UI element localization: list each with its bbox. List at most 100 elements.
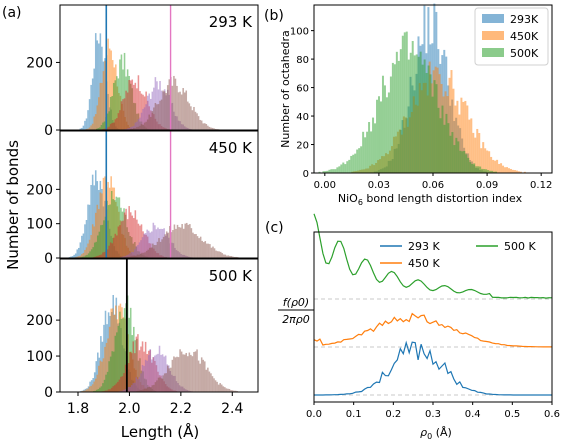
histogram-bar-brown: [173, 75, 175, 130]
histogram-bar-orange: [102, 177, 105, 258]
histogram-bar-orange: [484, 148, 487, 173]
y-tick-label: 200: [26, 55, 53, 71]
histogram-bar-blue: [88, 204, 91, 258]
histogram-bar-green: [122, 318, 124, 392]
histogram-bar-green: [93, 242, 96, 258]
histogram-bar-green: [84, 255, 87, 258]
histogram-bar-green: [451, 132, 454, 173]
histogram-bar-purple: [151, 91, 154, 130]
histogram-bar-purple: [144, 359, 147, 392]
x-tick-label: 0.4: [465, 409, 481, 420]
histogram-bar-blue: [98, 43, 100, 131]
histogram-bar-green: [116, 332, 118, 392]
histogram-bar-green: [96, 389, 98, 392]
histogram-bar-red: [129, 80, 132, 130]
histogram-bar-brown: [202, 242, 205, 258]
histogram-bar-red: [115, 383, 118, 392]
legend-swatch-orange: [482, 31, 504, 40]
histogram-bar-blue: [90, 185, 92, 258]
histogram-bar-green: [120, 318, 123, 392]
histogram-bar-brown: [158, 238, 160, 258]
histogram-bar-red: [123, 373, 125, 392]
histogram-bar-green: [493, 171, 496, 173]
histogram-bar-purple: [126, 128, 129, 130]
histogram-bar-brown: [204, 123, 206, 130]
histogram-bar-purple: [155, 229, 158, 258]
panel-a-xlabel: Length (Å): [121, 422, 199, 441]
histogram-bar-red: [132, 341, 135, 392]
histogram-bar-red: [119, 225, 121, 258]
histogram-bar-purple: [141, 237, 144, 258]
histogram-bar-brown: [136, 254, 139, 258]
histogram-bar-red: [133, 218, 135, 258]
y-tick-label: 0: [44, 385, 53, 401]
histogram-bar-brown: [174, 78, 177, 130]
panel-c-ylabel-denominator: 2πρ0: [282, 313, 310, 326]
histogram-bar-red: [106, 127, 109, 130]
histogram-bar-brown: [163, 373, 166, 392]
histogram-bar-orange: [105, 342, 108, 392]
histogram-bar-green: [96, 128, 98, 130]
histogram-bar-red: [102, 252, 104, 258]
y-tick-label: 0: [44, 251, 53, 267]
histogram-bar-purple: [136, 121, 138, 130]
histogram-bar-green: [475, 166, 478, 173]
histogram-bar-brown: [233, 390, 235, 392]
histogram-bar-orange: [91, 224, 94, 258]
histogram-bar-brown: [139, 253, 142, 258]
histogram-bar-orange: [94, 114, 97, 130]
histogram-bar-blue: [84, 224, 86, 258]
x-tick-label: 0.0: [306, 409, 322, 420]
histogram-bar-red: [100, 254, 103, 258]
histogram-bar-orange: [110, 50, 112, 131]
histogram-bar-red: [112, 237, 115, 258]
histogram-bar-green: [423, 59, 426, 174]
histogram-bar-green: [358, 148, 361, 173]
histogram-bar-purple: [130, 251, 133, 258]
histogram-bar-orange: [468, 119, 471, 173]
histogram-bar-red: [134, 353, 136, 392]
histogram-bar-red: [108, 245, 110, 258]
histogram-bar-green: [364, 137, 367, 173]
histogram-bar-orange: [492, 159, 495, 173]
histogram-bar-brown: [151, 111, 154, 130]
histogram-bar-green: [485, 169, 488, 173]
histogram-bar-green: [391, 62, 394, 174]
histogram-bar-brown: [176, 224, 179, 258]
histogram-bar-blue: [93, 185, 95, 258]
histogram-bar-brown: [196, 113, 198, 130]
histogram-bar-orange: [108, 326, 111, 392]
histogram-bar-green: [491, 170, 494, 173]
histogram-bar-blue: [97, 352, 99, 392]
histogram-bar-brown: [179, 349, 181, 392]
histogram-bar-brown: [133, 128, 135, 130]
histogram-bar-orange: [500, 163, 503, 173]
histogram-bar-green: [99, 127, 101, 130]
histogram-bar-green: [129, 307, 132, 392]
histogram-bar-green: [119, 59, 121, 131]
histogram-bar-green: [108, 361, 110, 392]
histogram-bar-brown: [186, 222, 188, 258]
histogram-bar-purple: [121, 390, 124, 392]
histogram-bar-green: [354, 153, 357, 173]
panel-c-plot: 0.0 0.1 0.2 0.3 0.4 0.5 0.6: [306, 213, 560, 420]
histogram-bar-red: [122, 99, 124, 130]
histogram-bar-brown: [156, 380, 158, 392]
histogram-bar-green: [105, 374, 107, 392]
histogram-bar-green: [123, 308, 126, 392]
histogram-bar-blue: [85, 220, 88, 258]
histogram-bar-orange: [462, 101, 465, 173]
histogram-bar-orange: [87, 388, 89, 392]
histogram-bar-brown: [142, 389, 144, 392]
histogram-bar-red: [104, 390, 107, 392]
histogram-bar-red: [140, 346, 142, 392]
histogram-bar-purple: [135, 246, 138, 258]
histogram-bar-green: [106, 371, 109, 392]
histogram-panel-293k: 293 K 0 200: [26, 4, 259, 139]
histogram-bar-green: [441, 105, 444, 173]
histogram-bar-green: [399, 49, 402, 173]
histogram-bar-brown: [213, 248, 216, 258]
histogram-bar-brown: [140, 124, 143, 130]
histogram-bar-green: [461, 151, 464, 173]
histogram-bar-green: [471, 163, 474, 173]
